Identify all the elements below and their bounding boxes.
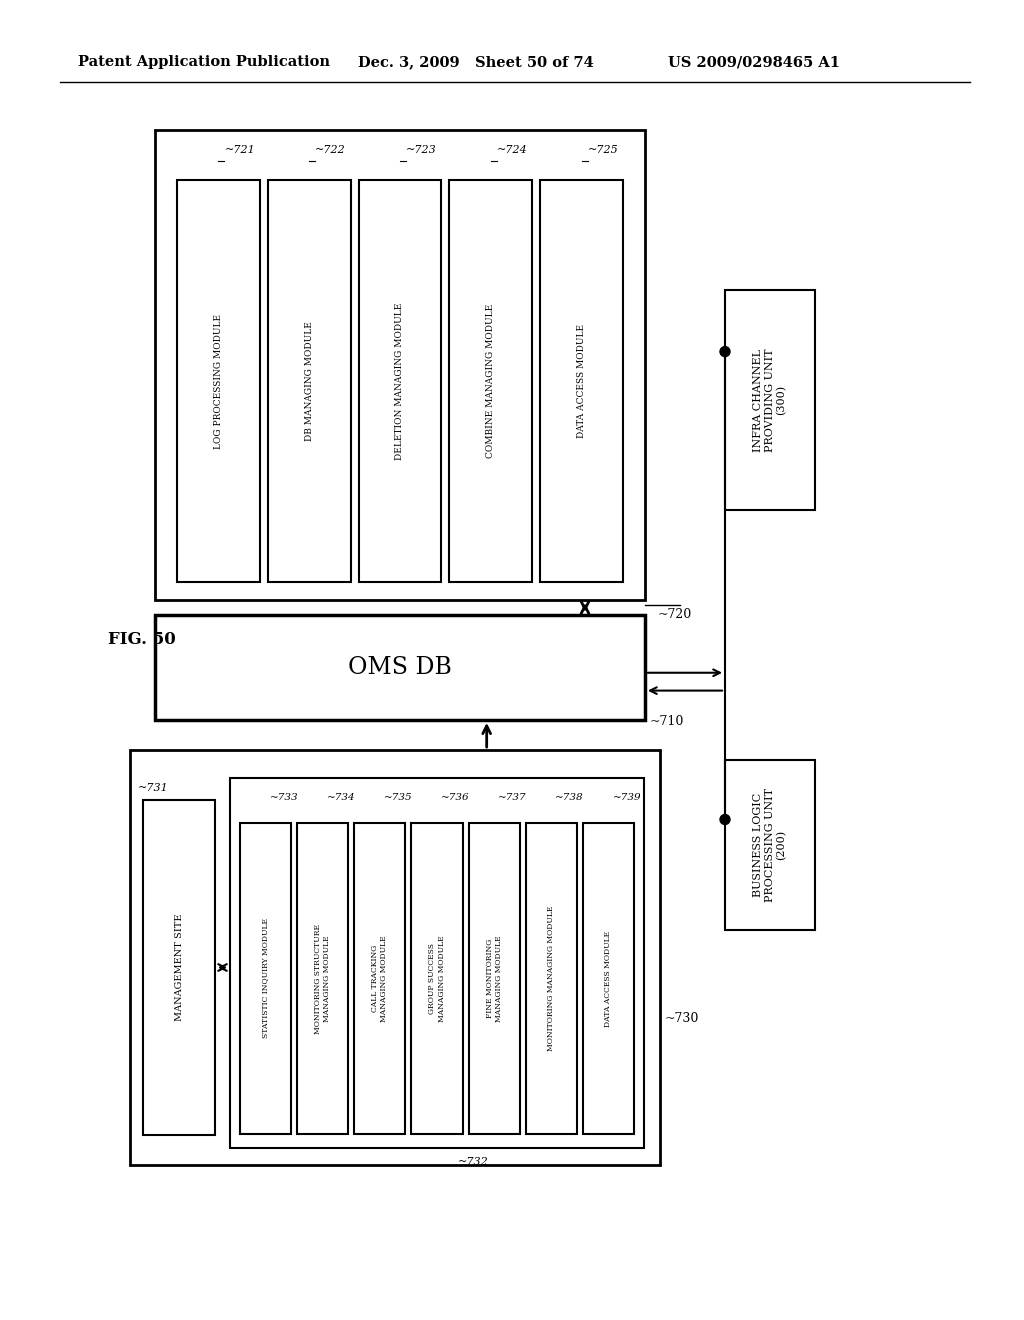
Text: ~731: ~731 — [138, 783, 169, 793]
Text: US 2009/0298465 A1: US 2009/0298465 A1 — [668, 55, 840, 69]
Bar — [541, 180, 623, 582]
Text: MANAGEMENT SITE: MANAGEMENT SITE — [174, 913, 183, 1022]
Text: ~732: ~732 — [458, 1158, 488, 1167]
Text: ~734: ~734 — [327, 792, 355, 801]
Text: DELETION MANAGING MODULE: DELETION MANAGING MODULE — [395, 302, 404, 459]
Bar — [155, 615, 645, 719]
Text: DATA ACCESS MODULE: DATA ACCESS MODULE — [604, 931, 612, 1027]
Bar — [358, 180, 441, 582]
Bar — [177, 180, 260, 582]
Text: ~733: ~733 — [269, 792, 298, 801]
Text: ~721: ~721 — [224, 145, 255, 154]
Bar — [354, 822, 406, 1134]
Text: MONITORING STRUCTURE
MANAGING MODULE: MONITORING STRUCTURE MANAGING MODULE — [314, 924, 332, 1034]
Text: FINE MONITORING
MANAGING MODULE: FINE MONITORING MANAGING MODULE — [485, 935, 503, 1022]
Text: MONITORING MANAGING MODULE: MONITORING MANAGING MODULE — [547, 906, 555, 1051]
Text: ~739: ~739 — [612, 792, 641, 801]
Text: ~725: ~725 — [588, 145, 618, 154]
Text: DATA ACCESS MODULE: DATA ACCESS MODULE — [578, 323, 586, 438]
Text: GROUP SUCCESS
MANAGING MODULE: GROUP SUCCESS MANAGING MODULE — [428, 935, 445, 1022]
Bar — [725, 760, 815, 931]
Text: INFRA CHANNEL
PROVIDING UNIT
(300): INFRA CHANNEL PROVIDING UNIT (300) — [754, 348, 786, 451]
Bar — [412, 822, 463, 1134]
Text: ~723: ~723 — [406, 145, 437, 154]
Bar — [240, 822, 291, 1134]
Text: CALL TRACKING
MANAGING MODULE: CALL TRACKING MANAGING MODULE — [372, 935, 388, 1022]
Bar — [583, 822, 634, 1134]
Text: LOG PROCESSING MODULE: LOG PROCESSING MODULE — [214, 313, 223, 449]
Bar — [230, 777, 644, 1148]
Text: ~724: ~724 — [497, 145, 527, 154]
Bar — [143, 800, 215, 1135]
Text: OMS DB: OMS DB — [348, 656, 452, 678]
Text: FIG. 50: FIG. 50 — [108, 631, 176, 648]
Text: STATISTIC INQUIRY MODULE: STATISTIC INQUIRY MODULE — [261, 919, 269, 1039]
Bar — [450, 180, 532, 582]
Text: ~730: ~730 — [665, 1012, 699, 1026]
Bar — [297, 822, 348, 1134]
Bar — [130, 750, 660, 1166]
Text: ~710: ~710 — [650, 715, 684, 729]
Circle shape — [720, 347, 730, 356]
Text: ~737: ~737 — [498, 792, 526, 801]
Bar — [525, 822, 577, 1134]
Text: Patent Application Publication: Patent Application Publication — [78, 55, 330, 69]
Text: ~722: ~722 — [315, 145, 346, 154]
Text: DB MANAGING MODULE: DB MANAGING MODULE — [305, 321, 313, 441]
Bar — [268, 180, 350, 582]
Text: ~735: ~735 — [384, 792, 413, 801]
Text: Dec. 3, 2009   Sheet 50 of 74: Dec. 3, 2009 Sheet 50 of 74 — [358, 55, 594, 69]
Text: ~738: ~738 — [555, 792, 584, 801]
Bar — [725, 290, 815, 510]
Text: BUSINESS LOGIC
PROCESSING UNIT
(200): BUSINESS LOGIC PROCESSING UNIT (200) — [754, 788, 786, 902]
Text: ~720: ~720 — [658, 609, 692, 622]
Bar — [469, 822, 520, 1134]
Circle shape — [720, 814, 730, 825]
Bar — [155, 129, 645, 601]
Text: COMBINE MANAGING MODULE: COMBINE MANAGING MODULE — [486, 304, 496, 458]
Text: ~736: ~736 — [441, 792, 470, 801]
